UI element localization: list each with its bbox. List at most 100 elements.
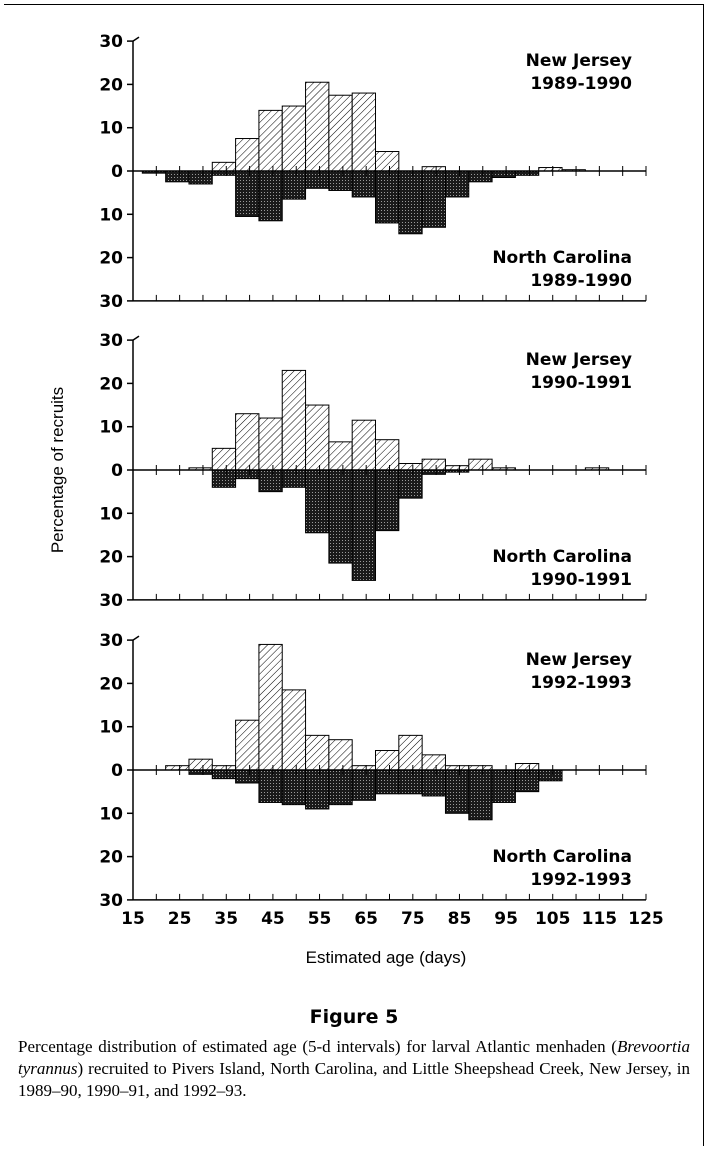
y-tick-label: 30 <box>99 591 123 611</box>
nc-bar-1-22 <box>165 170 190 183</box>
panel-label-north-carolina: North Carolina <box>492 248 632 268</box>
nc-bar-3-32 <box>211 769 237 780</box>
nc-bar-3-62 <box>351 769 377 801</box>
nj-bar-2-42 <box>258 417 283 471</box>
nc-bar-1-72 <box>398 170 423 235</box>
nj-bar-2-37 <box>235 413 260 471</box>
caption-species-name: Brevoortia tyrannus <box>18 1037 690 1078</box>
nj-bar-2-72 <box>398 463 423 471</box>
nc-bar-1-27 <box>188 170 213 185</box>
panel-1: 30 20 10 0 10 20 30 New Jersey 1989-1990 North Ca… <box>99 32 647 312</box>
panel-label-new-jersey: 1992-1993 <box>530 673 632 693</box>
nc-bar-3-52 <box>305 769 330 810</box>
panel-label-north-carolina: 1989-1990 <box>530 271 632 291</box>
nc-bar-1-82 <box>444 170 470 198</box>
nj-bar-1-67 <box>375 151 400 172</box>
nc-bar-2-72 <box>398 469 423 499</box>
nc-bar-2-47 <box>281 469 307 488</box>
nj-bar-3-37 <box>235 719 260 771</box>
nj-bar-3-42 <box>258 643 283 771</box>
nj-bar-2-47 <box>281 369 307 471</box>
y-tick-label: 20 <box>99 75 123 95</box>
panel-3: 30 20 10 0 10 20 30 New Jersey 1992-1993 North Ca… <box>99 631 647 911</box>
x-tick-label: 55 <box>308 909 332 929</box>
nj-bar-1-37 <box>235 138 260 172</box>
y-axis-top-hook <box>132 635 140 641</box>
y-tick-label: 10 <box>99 804 123 824</box>
panel-label-new-jersey: New Jersey <box>526 350 632 370</box>
y-axis-title: Percentage of recruits <box>48 387 67 553</box>
nj-bar-2-77 <box>421 458 446 471</box>
panel-label-new-jersey: New Jersey <box>526 650 632 670</box>
nj-bar-2-62 <box>351 419 377 471</box>
nj-bar-1-52 <box>305 81 330 172</box>
y-tick-label: 30 <box>99 631 123 651</box>
nc-bar-3-82 <box>444 769 470 814</box>
y-tick-label: 10 <box>99 418 123 438</box>
nc-bar-3-72 <box>398 769 423 795</box>
nc-bar-1-42 <box>258 170 283 222</box>
nc-bar-3-37 <box>235 769 260 784</box>
x-tick-label: 65 <box>354 909 378 929</box>
caption-text-end: ) recruited to Pivers Island, North Caro… <box>18 1059 690 1100</box>
nc-bar-2-52 <box>305 469 330 534</box>
x-tick-label: 45 <box>261 909 285 929</box>
nc-bar-2-37 <box>235 469 260 480</box>
nc-bar-2-32 <box>211 469 237 488</box>
y-tick-label: 0 <box>111 162 123 182</box>
x-tick-label: 85 <box>448 909 472 929</box>
nc-bar-3-47 <box>281 769 307 806</box>
nc-bar-3-97 <box>514 769 540 793</box>
nj-bar-2-32 <box>211 447 237 471</box>
y-tick-label: 20 <box>99 848 123 868</box>
y-tick-label: 10 <box>99 205 123 225</box>
nj-bar-3-97 <box>514 763 540 771</box>
nj-bar-2-67 <box>375 439 400 471</box>
y-tick-label: 30 <box>99 292 123 312</box>
y-tick-label: 10 <box>99 718 123 738</box>
nc-bar-3-102 <box>538 769 563 782</box>
caption-text-start: Percentage distribution of estimated age… <box>18 1037 617 1056</box>
panel-label-north-carolina: North Carolina <box>492 847 632 867</box>
figure-caption: Percentage distribution of estimated age… <box>18 1036 690 1102</box>
nc-bar-2-62 <box>351 469 377 581</box>
nj-bar-1-62 <box>351 92 377 172</box>
y-tick-label: 20 <box>99 548 123 568</box>
nj-bar-3-52 <box>305 734 330 771</box>
x-tick-label: 125 <box>628 909 664 929</box>
y-tick-label: 30 <box>99 891 123 911</box>
nc-bar-1-52 <box>305 170 330 189</box>
nc-bar-3-67 <box>375 769 400 795</box>
y-tick-label: 30 <box>99 331 123 351</box>
x-tick-label: 15 <box>121 909 145 929</box>
nc-bar-1-62 <box>351 170 377 198</box>
y-tick-label: 20 <box>99 374 123 394</box>
nj-bar-3-72 <box>398 734 423 771</box>
nc-bar-2-67 <box>375 469 400 532</box>
nc-bar-1-57 <box>328 170 353 191</box>
figure-frame <box>4 4 704 1146</box>
nc-bar-3-77 <box>421 769 446 797</box>
panel-label-north-carolina: 1992-1993 <box>530 870 632 890</box>
y-axis-top-hook <box>132 36 140 42</box>
nj-bar-3-27 <box>188 758 213 771</box>
nj-bar-2-52 <box>305 404 330 471</box>
y-tick-label: 0 <box>111 461 123 481</box>
nj-bar-3-67 <box>375 750 400 771</box>
y-tick-label: 10 <box>99 504 123 524</box>
nj-bar-1-57 <box>328 94 353 172</box>
nc-bar-1-67 <box>375 170 400 224</box>
y-tick-label: 30 <box>99 32 123 52</box>
nj-bar-3-77 <box>421 754 446 771</box>
panel-label-new-jersey: New Jersey <box>526 51 632 71</box>
nc-bar-1-87 <box>468 170 493 183</box>
panel-label-north-carolina: North Carolina <box>492 547 632 567</box>
nc-bar-1-92 <box>491 170 516 178</box>
y-tick-label: 20 <box>99 249 123 269</box>
nj-bar-1-47 <box>281 105 307 172</box>
panel-label-new-jersey: 1990-1991 <box>530 373 632 393</box>
y-tick-label: 20 <box>99 674 123 694</box>
x-axis-title: Estimated age (days) <box>306 948 467 967</box>
x-tick-label: 35 <box>214 909 238 929</box>
x-tick-label: 105 <box>535 909 571 929</box>
